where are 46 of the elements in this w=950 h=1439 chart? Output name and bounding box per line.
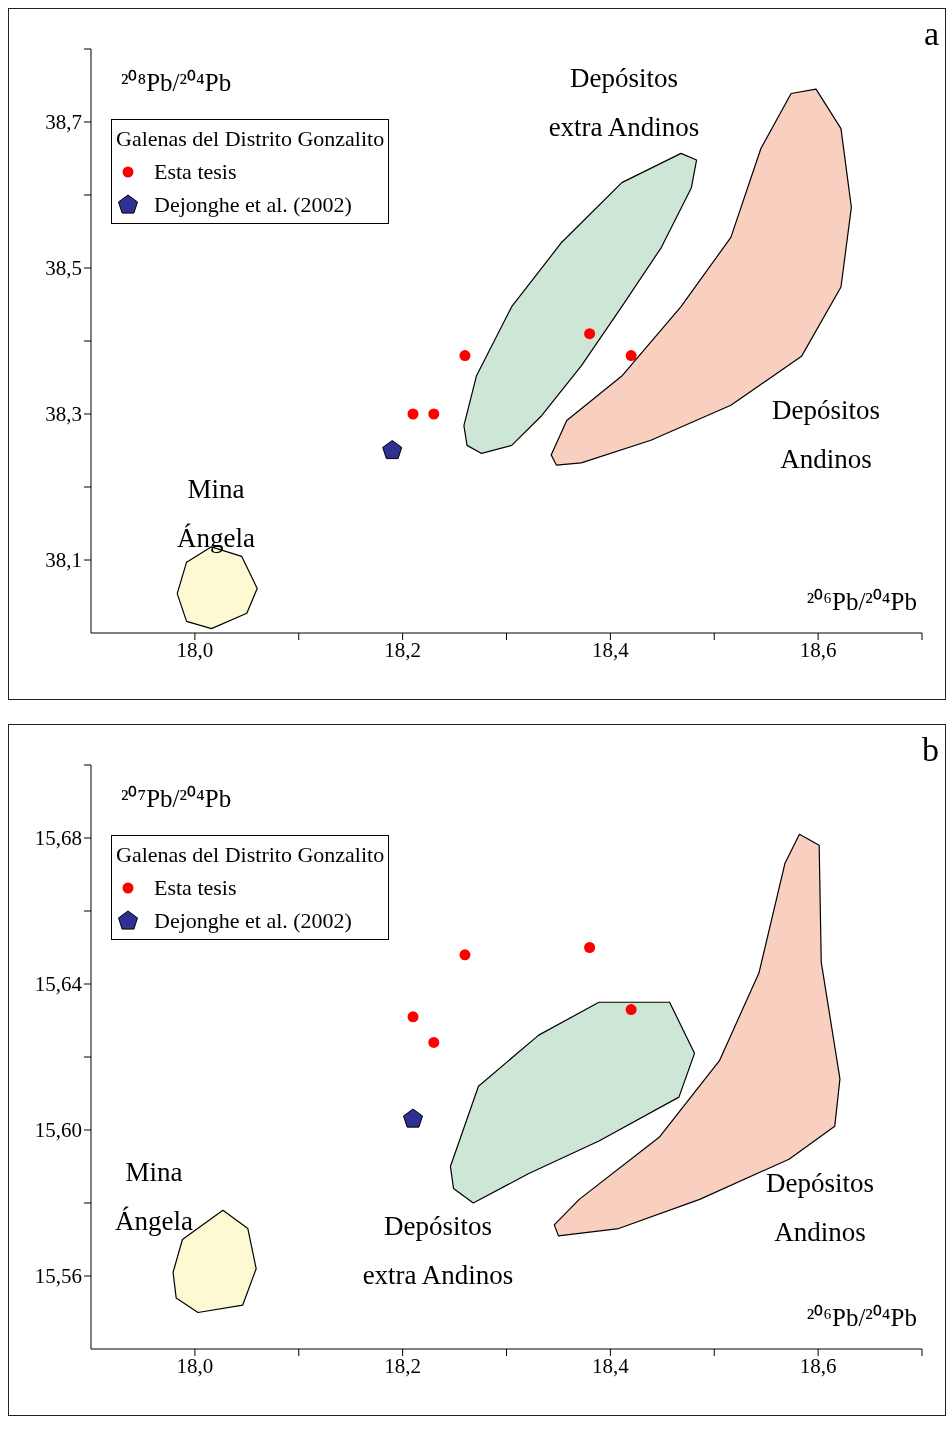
y-tick-label: 38,5 [45,256,82,281]
point [584,328,596,340]
x-tick-label: 18,4 [592,1353,630,1378]
y-tick-label: 15,60 [34,1118,82,1143]
annotation: Mina Ángela [177,473,255,555]
x-tick-label: 18,0 [176,1353,214,1378]
point [407,408,419,420]
legend-label: Esta tesis [154,874,237,902]
y-tick-label: 38,3 [45,402,82,427]
point [584,942,596,953]
annotation: b [922,731,939,769]
x-axis-title: ²⁰⁶Pb/²⁰⁴Pb [806,587,917,617]
y-tick-label: 38,1 [45,548,82,573]
annotation: Mina Ángela [115,1156,193,1238]
legend-title: Galenas del Distrito Gonzalito [116,841,385,869]
y-axis-title: ²⁰⁸Pb/²⁰⁴Pb [121,68,232,98]
y-tick-label: 38,7 [45,110,82,135]
annotation: Depósitos Andinos [772,394,880,476]
x-tick-label: 18,6 [799,637,837,662]
legend-title: Galenas del Distrito Gonzalito [116,125,385,153]
x-tick-label: 18,2 [384,1353,421,1378]
legend-label: Esta tesis [154,158,237,186]
y-tick-label: 15,68 [34,826,82,851]
y-axis-title: ²⁰⁷Pb/²⁰⁴Pb [121,784,232,814]
point [459,350,471,362]
annotation: Depósitos extra Andinos [548,62,700,144]
x-tick-label: 18,0 [176,637,214,662]
point [625,350,637,362]
point [403,1108,424,1128]
y-tick-label: 15,64 [34,972,83,997]
point [428,1036,440,1048]
annotation: Depósitos Andinos [766,1167,874,1249]
annotation: Depósitos extra Andinos [362,1210,514,1292]
x-tick-label: 18,4 [592,637,630,662]
y-tick-label: 15,56 [34,1264,82,1289]
x-tick-label: 18,6 [799,1353,837,1378]
point [407,1011,419,1023]
x-tick-label: 18,2 [384,637,421,662]
legend-label: Dejonghe et al. (2002) [154,191,352,219]
point [428,408,440,420]
point [382,440,403,460]
legend-label: Dejonghe et al. (2002) [154,907,352,935]
point [459,949,471,961]
text: a [923,15,939,53]
point [625,1004,637,1016]
x-axis-title: ²⁰⁶Pb/²⁰⁴Pb [806,1303,917,1333]
